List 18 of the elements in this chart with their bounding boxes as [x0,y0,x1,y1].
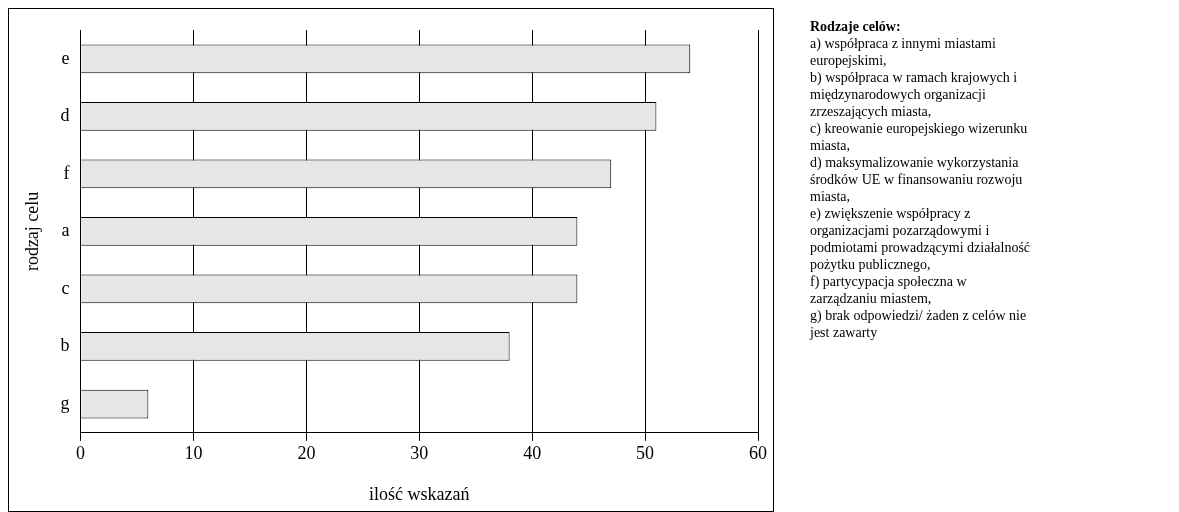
text: g) brak odpowiedzi/ żaden z celów nie jest zawarty [810,307,1028,341]
x-tick-label: 0 [76,443,86,464]
x-tick-label: 50 [636,443,655,464]
x-tick-label: 60 [749,443,767,464]
y-tick-label: g [60,392,70,413]
x-tick-label: 40 [523,443,542,464]
y-tick-label: b [60,335,70,356]
y-tick-label: c [61,277,70,298]
y-tick-label: f [63,162,70,183]
x-axis-title: ilość wskazań [369,483,470,504]
y-axis-title: rodzaj celu [21,191,42,272]
x-tick-label: 10 [184,443,203,464]
text: Rodzaje celów: [810,18,902,35]
y-tick-label: e [61,47,70,68]
x-tick-label: 30 [410,443,429,464]
y-tick-label: d [60,105,70,126]
x-tick-label: 20 [297,443,316,464]
y-tick-label: a [61,220,70,241]
